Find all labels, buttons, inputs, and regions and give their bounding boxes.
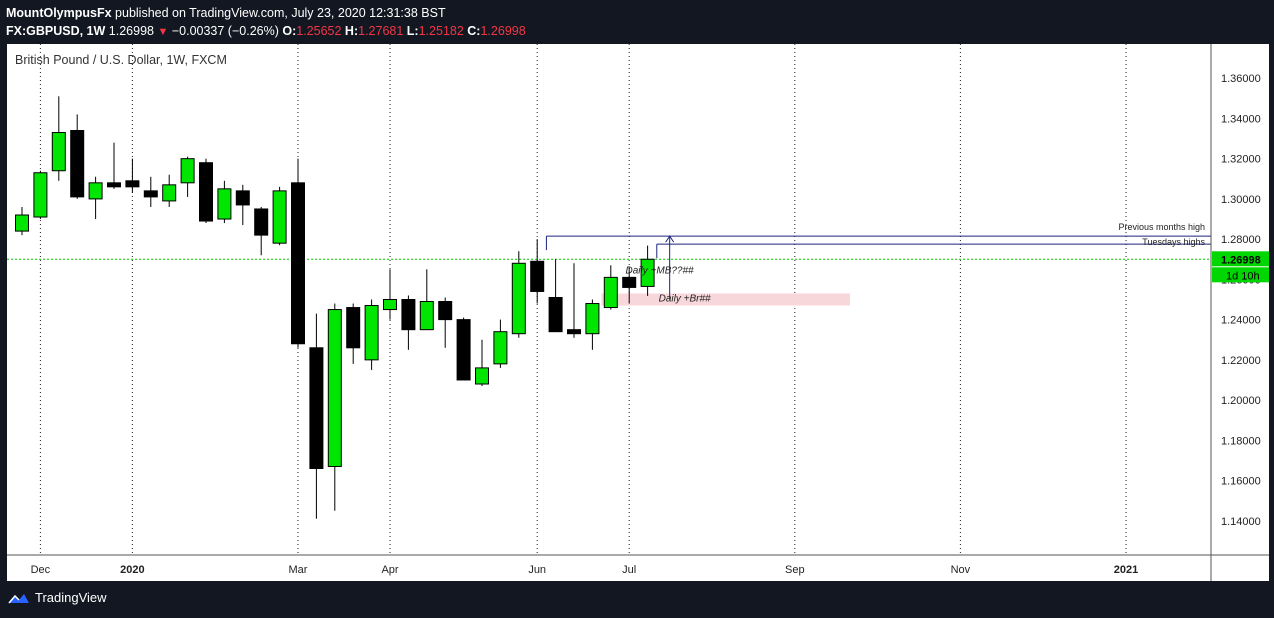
price-change: −0.00337 (−0.26%) xyxy=(171,24,279,38)
candle-body[interactable] xyxy=(199,162,213,222)
candle-body[interactable] xyxy=(493,331,508,365)
candle-body[interactable] xyxy=(125,180,140,188)
candle-body[interactable] xyxy=(15,214,29,232)
candle-body[interactable] xyxy=(107,182,121,188)
candle-body[interactable] xyxy=(254,208,269,236)
footer: TradingView xyxy=(0,581,1274,618)
x-tick-label: Sep xyxy=(785,564,805,576)
price-zone[interactable] xyxy=(601,293,850,306)
low-label: L: xyxy=(406,24,419,38)
candle-body[interactable] xyxy=(364,305,379,361)
close-label: C: xyxy=(467,24,481,38)
candle-body[interactable] xyxy=(70,130,85,198)
candle-body[interactable] xyxy=(88,182,103,200)
y-tick-label: 1.18000 xyxy=(1221,435,1261,447)
candle-body[interactable] xyxy=(567,329,581,335)
candle-body[interactable] xyxy=(291,182,305,345)
candle-body[interactable] xyxy=(585,303,600,335)
candle-body[interactable] xyxy=(143,190,158,198)
candle-body[interactable] xyxy=(438,301,453,321)
x-tick-label: Nov xyxy=(951,564,971,576)
countdown-tag xyxy=(1212,267,1269,283)
candle-body[interactable] xyxy=(180,158,195,184)
y-tick-label: 1.28000 xyxy=(1221,234,1261,246)
candle-body[interactable] xyxy=(272,190,287,244)
chart-header: MountOlympusFx published on TradingView.… xyxy=(6,4,1268,40)
price-tag-label: 1.26998 xyxy=(1221,254,1261,266)
x-tick-label: 2021 xyxy=(1114,564,1138,576)
y-tick-label: 1.32000 xyxy=(1221,154,1261,166)
price-tag xyxy=(1212,251,1269,267)
chart-area[interactable]: Previous months high Tuesdays highs Daily … xyxy=(7,44,1269,581)
x-tick-label: Mar xyxy=(289,564,308,576)
x-tick-label: Apr xyxy=(381,564,398,576)
y-tick-label: 1.20000 xyxy=(1221,395,1261,407)
low-value: 1.25182 xyxy=(418,24,464,38)
candle-body[interactable] xyxy=(456,319,471,381)
y-tick-label: 1.34000 xyxy=(1221,113,1261,125)
y-tick-label: 1.36000 xyxy=(1221,73,1261,85)
y-tick-label: 1.14000 xyxy=(1221,516,1261,528)
high-value: 1.27681 xyxy=(358,24,404,38)
candle-body[interactable] xyxy=(530,260,545,292)
candle-body[interactable] xyxy=(475,367,489,385)
candle-body[interactable] xyxy=(603,276,618,309)
high-label: H: xyxy=(344,24,359,38)
candle-body[interactable] xyxy=(548,296,563,333)
symbol-label: FX:GBPUSD, 1W xyxy=(6,24,106,38)
arrow-up-icon xyxy=(665,235,675,243)
candle-body[interactable] xyxy=(346,307,361,349)
candle-body[interactable] xyxy=(511,262,526,335)
candle-body[interactable] xyxy=(327,309,342,467)
candle-body[interactable] xyxy=(401,299,416,331)
countdown-label: 1d 10h xyxy=(1226,270,1260,282)
candle-body[interactable] xyxy=(51,132,66,172)
chart-title: British Pound / U.S. Dollar, 1W, FXCM xyxy=(15,53,227,67)
publish-line: MountOlympusFx published on TradingView.… xyxy=(6,4,1268,22)
x-tick-label: Jun xyxy=(528,564,546,576)
published-text: published on TradingView.com, July 23, 2… xyxy=(115,6,446,20)
candle-body[interactable] xyxy=(419,301,434,331)
tradingview-icon xyxy=(8,593,29,603)
candle-body[interactable] xyxy=(383,299,397,311)
tradingview-logo[interactable]: TradingView xyxy=(8,590,107,605)
tradingview-brand: TradingView xyxy=(35,590,107,605)
candle-body[interactable] xyxy=(640,258,655,287)
candle-body[interactable] xyxy=(33,172,48,218)
close-value: 1.26998 xyxy=(480,24,526,38)
level-label: Tuesdays highs xyxy=(1142,237,1205,247)
ohlc-line: FX:GBPUSD, 1W 1.26998 ▼ −0.00337 (−0.26%… xyxy=(6,22,1268,41)
candle-body[interactable] xyxy=(217,188,232,220)
x-tick-label: Dec xyxy=(31,564,51,576)
open-value: 1.25652 xyxy=(296,24,342,38)
publisher-name[interactable]: MountOlympusFx xyxy=(6,6,112,20)
y-tick-label: 1.16000 xyxy=(1221,476,1261,488)
y-tick-label: 1.24000 xyxy=(1221,315,1261,327)
candle-body[interactable] xyxy=(235,190,250,206)
annotation-label[interactable]: Daily +MB??## xyxy=(626,265,695,276)
y-tick-label: 1.22000 xyxy=(1221,355,1261,367)
open-label: O: xyxy=(282,24,297,38)
last-price: 1.26998 xyxy=(108,24,154,38)
y-tick-label: 1.30000 xyxy=(1221,194,1261,206)
level-label: Previous months high xyxy=(1118,222,1205,232)
down-arrow-icon: ▼ xyxy=(157,26,169,38)
annotation-label[interactable]: Daily +Br## xyxy=(659,294,711,305)
candle-body[interactable] xyxy=(309,347,324,469)
candle-body[interactable] xyxy=(162,184,177,202)
price-axis[interactable] xyxy=(1211,44,1269,581)
candle-body[interactable] xyxy=(622,276,637,288)
candlestick-chart[interactable]: Previous months high Tuesdays highs Daily … xyxy=(7,44,1269,581)
x-tick-label: Jul xyxy=(622,564,636,576)
x-tick-label: 2020 xyxy=(120,564,144,576)
